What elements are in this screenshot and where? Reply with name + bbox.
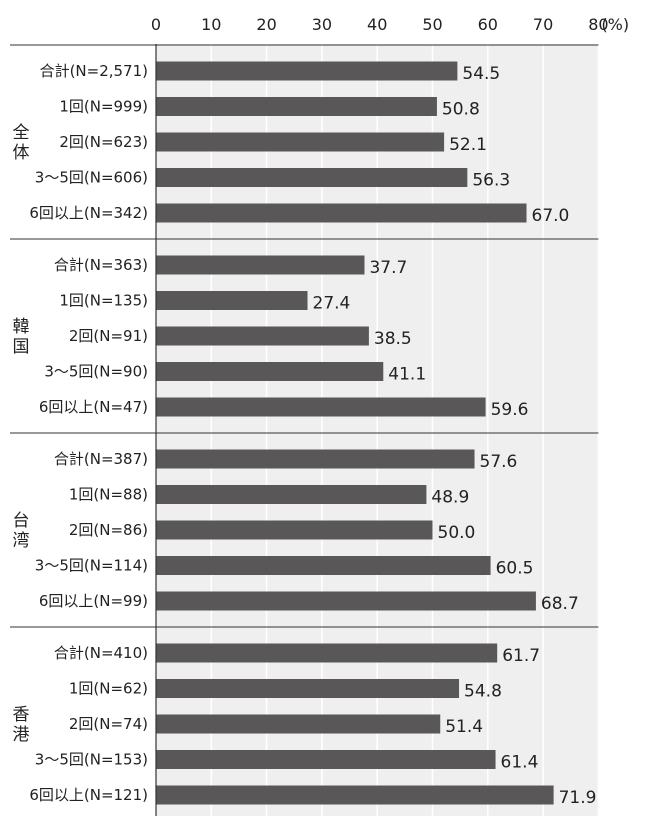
x-tick-label: 40	[367, 15, 387, 34]
x-tick-label: 50	[422, 15, 442, 34]
category-label: 1回(N=88)	[69, 486, 148, 504]
category-label: 6回以上(N=342)	[29, 204, 148, 222]
bar	[156, 255, 365, 275]
category-label: 2回(N=623)	[59, 133, 148, 151]
bar	[156, 714, 441, 734]
data-label: 50.0	[438, 523, 476, 543]
bar	[156, 750, 496, 769]
category-label: 合計(N=2,571)	[40, 62, 148, 80]
category-label: 合計(N=410)	[54, 644, 148, 662]
bar	[156, 397, 486, 417]
category-label: 6回以上(N=47)	[39, 398, 148, 416]
category-label: 1回(N=999)	[59, 98, 148, 116]
category-label: 1回(N=62)	[69, 680, 148, 698]
data-label: 37.7	[369, 258, 407, 278]
category-label: 6回以上(N=121)	[29, 786, 148, 804]
bar	[156, 97, 437, 116]
bar	[156, 203, 527, 223]
bar	[156, 520, 433, 540]
bar	[156, 168, 468, 187]
group-label: 体	[13, 143, 30, 163]
data-label: 51.4	[445, 717, 483, 737]
category-label: 3〜5回(N=606)	[35, 169, 148, 187]
data-label: 27.4	[313, 294, 351, 314]
data-label: 60.5	[496, 559, 534, 579]
group-label: 香	[13, 705, 30, 725]
bar	[156, 785, 554, 805]
x-tick-label: 0	[151, 15, 161, 34]
group-label: 湾	[13, 531, 30, 551]
data-label: 54.5	[462, 64, 500, 84]
category-label: 2回(N=86)	[69, 521, 148, 539]
bar	[156, 449, 475, 469]
bar	[156, 132, 445, 152]
x-tick-label: 70	[533, 15, 553, 34]
data-label: 67.0	[532, 206, 570, 226]
bar	[156, 291, 308, 310]
data-label: 38.5	[374, 329, 412, 349]
category-label: 2回(N=91)	[69, 327, 148, 345]
data-label: 61.7	[502, 646, 540, 666]
group-label: 台	[13, 511, 30, 531]
bar	[156, 591, 536, 611]
data-label: 48.9	[431, 488, 469, 508]
category-label: 2回(N=74)	[69, 715, 148, 733]
bar	[156, 326, 369, 346]
group-label: 国	[13, 337, 30, 357]
data-label: 57.6	[480, 452, 518, 472]
data-label: 41.1	[388, 365, 426, 385]
data-label: 71.9	[559, 788, 597, 808]
group-label: 港	[13, 725, 30, 745]
category-label: 3〜5回(N=114)	[35, 557, 148, 575]
x-tick-label: 10	[201, 15, 221, 34]
x-unit-label: (%)	[601, 15, 629, 34]
category-label: 3〜5回(N=153)	[35, 751, 148, 769]
bar	[156, 556, 491, 575]
data-label: 54.8	[464, 682, 502, 702]
bar	[156, 679, 460, 698]
bar	[156, 485, 427, 504]
data-label: 61.4	[501, 753, 539, 773]
data-label: 68.7	[541, 594, 579, 614]
data-label: 59.6	[491, 400, 529, 420]
group-label: 全	[13, 123, 30, 143]
category-label: 合計(N=363)	[54, 256, 148, 274]
group-label: 韓	[13, 317, 30, 337]
x-tick-label: 20	[256, 15, 276, 34]
category-label: 3〜5回(N=90)	[44, 363, 148, 381]
category-label: 6回以上(N=99)	[39, 592, 148, 610]
data-label: 52.1	[449, 135, 487, 155]
data-label: 56.3	[472, 171, 510, 191]
category-label: 1回(N=135)	[59, 292, 148, 310]
bar	[156, 643, 498, 663]
category-label: 合計(N=387)	[54, 450, 148, 468]
data-label: 50.8	[442, 100, 480, 120]
x-tick-label: 60	[478, 15, 498, 34]
bar	[156, 362, 384, 381]
bar	[156, 61, 458, 81]
x-tick-label: 80	[588, 15, 608, 34]
x-tick-label: 30	[312, 15, 332, 34]
